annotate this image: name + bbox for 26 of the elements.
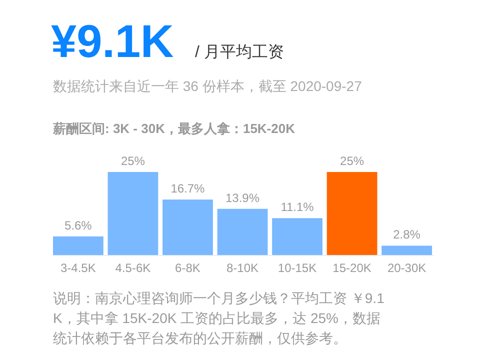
x-tick-label: 6-8K — [175, 261, 200, 275]
data-label: 16.7% — [170, 182, 206, 196]
x-tick-label: 4.5-6K — [115, 261, 151, 275]
x-tick-label: 8-10K — [226, 261, 259, 275]
text: 说明：南京心理咨询师一个月多少钱？平均工资 ￥9.1K，其中拿 15K-20K 工资的占比最多，达 25%，数据统计依赖于各平台发布的公开薪酬，仅供参考。 — [53, 290, 385, 346]
data-label: 13.9% — [225, 190, 260, 205]
bar — [272, 218, 322, 255]
bar — [53, 236, 104, 255]
data-label: 25% — [340, 154, 364, 168]
bar — [162, 200, 213, 255]
x-tick-label: 20-30K — [387, 261, 426, 275]
x-tick-label: 3-4.5K — [60, 261, 96, 275]
data-label: 2.8% — [393, 228, 421, 242]
x-tick-label: 10-15K — [278, 261, 317, 275]
chart-title: ¥9.1K — [51, 15, 174, 67]
chart-subtitle: / 月平均工资 — [195, 43, 284, 61]
x-tick-label: 15-20K — [332, 261, 372, 275]
bar — [108, 172, 158, 255]
bar — [217, 208, 268, 255]
text: 数据统计来自近一年 36 份样本，截至 2020-09-27 — [53, 78, 362, 94]
data-label: 11.1% — [280, 200, 314, 214]
bar — [382, 246, 432, 255]
bar — [326, 172, 378, 255]
data-label: 25% — [120, 154, 146, 168]
text: 薪酬区间: 3K - 30K，最多人拿：15K-20K — [52, 121, 296, 136]
data-label: 5.6% — [64, 218, 92, 232]
